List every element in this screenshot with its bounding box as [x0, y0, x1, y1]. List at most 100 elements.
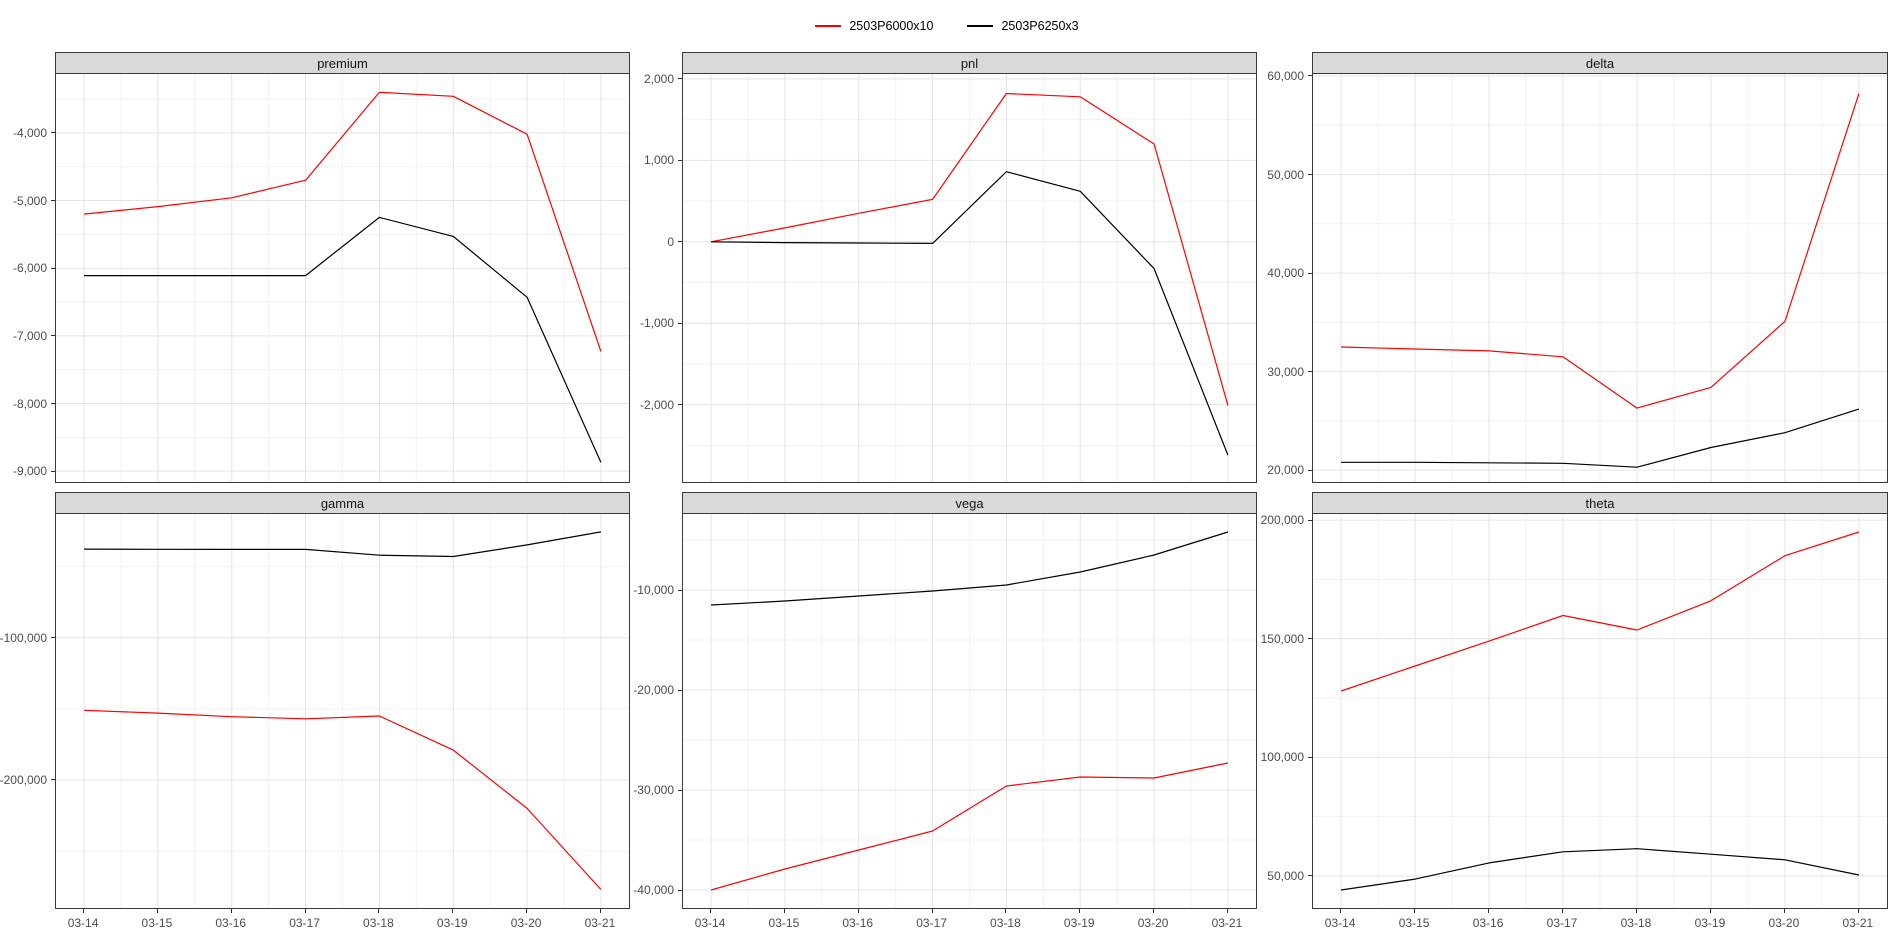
plot-panel-pnl [682, 73, 1257, 483]
x-tick-label: 03-16 [842, 916, 874, 930]
y-tick-label: -100,000 [0, 630, 47, 645]
x-axis-column-3: 03-14 03-15 03-16 03-17 03-18 03-19 03-20 03-21 [1312, 909, 1888, 939]
x-tick-mark [783, 909, 785, 913]
x-axis-column-1: 03-14 03-15 03-16 03-17 03-18 03-19 03-20 03-21 [55, 909, 630, 939]
x-tick-mark [156, 909, 158, 913]
x-tick-mark [1153, 909, 1155, 913]
legend-line-sample-red [815, 25, 842, 27]
facet-title: pnl [960, 55, 979, 71]
series-line-2503P6250x3 [84, 216, 602, 463]
x-tick-label: 03-16 [215, 916, 247, 930]
x-tick-label: 03-16 [1472, 916, 1504, 930]
x-tick-label: 03-19 [436, 916, 468, 930]
facet-gap [630, 483, 1257, 492]
x-tick-mark [599, 909, 601, 913]
y-tick-mark [51, 637, 55, 639]
y-tick-mark [678, 589, 682, 591]
y-tick-label: -40,000 [633, 883, 674, 897]
x-tick-mark [1709, 909, 1711, 913]
x-tick-label: 03-14 [1324, 916, 1356, 930]
y-axis-vega: -40,000 -30,000 -20,000 -10,000 [630, 514, 682, 909]
y-tick-label: -5,000 [12, 193, 47, 208]
series-line-2503P6250x3 [1341, 408, 1860, 468]
x-tick-mark [452, 909, 454, 913]
x-tick-mark [1635, 909, 1637, 913]
x-tick-mark [1783, 909, 1785, 913]
x-tick-label: 03-18 [363, 916, 394, 930]
facet-title: delta [1585, 55, 1615, 71]
plot-panel-vega [682, 513, 1257, 909]
x-tick-label: 03-17 [1546, 916, 1578, 930]
y-tick-mark [678, 241, 682, 243]
plot-panel-premium [55, 73, 630, 483]
y-tick-mark [1308, 756, 1312, 758]
x-tick-mark [83, 909, 85, 913]
x-tick-label: 03-21 [1842, 916, 1874, 930]
legend: 2503P6000x10 2503P6250x3 [0, 0, 1894, 52]
facet-strip-vega: vega [682, 492, 1257, 514]
facet-gap [1257, 483, 1888, 492]
plot-panel-theta [1312, 513, 1888, 909]
x-tick-label: 03-20 [1768, 916, 1800, 930]
y-tick-mark [51, 267, 55, 269]
y-tick-mark [678, 689, 682, 691]
y-tick-label: -7,000 [12, 328, 47, 343]
series-line-2503P6250x3 [711, 171, 1229, 456]
y-tick-label: 150,000 [1260, 631, 1304, 646]
y-tick-label: 60,000 [1267, 68, 1304, 83]
x-tick-mark [931, 909, 933, 913]
y-tick-label: 40,000 [1267, 266, 1304, 281]
x-tick-label: 03-15 [1398, 916, 1430, 930]
x-tick-label: 03-21 [1211, 916, 1243, 930]
facet-title: premium [317, 55, 368, 71]
y-tick-label: 50,000 [1267, 167, 1304, 182]
facet-title: vega [955, 495, 984, 511]
chart-canvas-pnl [683, 74, 1256, 482]
facet-strip-theta: theta [1312, 492, 1888, 514]
y-tick-label: 20,000 [1267, 463, 1304, 478]
facet-title: theta [1585, 495, 1615, 511]
y-tick-mark [1308, 75, 1312, 77]
y-tick-mark [1308, 519, 1312, 521]
x-tick-label: 03-21 [584, 916, 616, 930]
y-tick-label: -8,000 [12, 396, 47, 411]
series-line-2503P6250x3 [711, 531, 1229, 606]
y-axis-pnl: -2,000 -1,000 0 1,000 2,000 [630, 73, 682, 483]
legend-label: 2503P6000x10 [849, 19, 934, 33]
y-tick-mark [678, 404, 682, 406]
y-tick-mark [51, 335, 55, 337]
series-line-2503P6250x3 [84, 531, 602, 558]
x-tick-mark [1562, 909, 1564, 913]
series-line-2503P6000x10 [710, 92, 1229, 406]
x-tick-label: 03-15 [768, 916, 800, 930]
y-axis-premium: -9,000 -8,000 -7,000 -6,000 -5,000 -4,000 [0, 74, 55, 483]
y-tick-mark [1308, 272, 1312, 274]
y-tick-label: -200,000 [0, 772, 47, 787]
x-tick-mark [1857, 909, 1859, 913]
y-tick-mark [678, 322, 682, 324]
chart-canvas-premium [56, 74, 629, 482]
x-tick-mark [1488, 909, 1490, 913]
x-tick-mark [1079, 909, 1081, 913]
x-axis-column-2: 03-14 03-15 03-16 03-17 03-18 03-19 03-20 03-21 [682, 909, 1257, 939]
y-tick-mark [51, 132, 55, 134]
y-tick-label: -30,000 [633, 783, 674, 797]
x-tick-label: 03-20 [510, 916, 542, 930]
y-tick-mark [1308, 875, 1312, 877]
y-tick-mark [1308, 371, 1312, 373]
y-tick-label: -1,000 [639, 316, 674, 331]
y-axis-gamma: -200,000 -100,000 [0, 514, 55, 909]
x-tick-label: 03-20 [1137, 916, 1169, 930]
chart-canvas-delta [1313, 74, 1887, 482]
plot-panel-delta [1312, 73, 1888, 483]
facet-strip-premium: premium [55, 52, 630, 74]
y-tick-mark [678, 159, 682, 161]
facet-title: gamma [320, 495, 365, 511]
x-tick-mark [1340, 909, 1342, 913]
chart-canvas-gamma [56, 514, 629, 908]
x-tick-mark [230, 909, 232, 913]
x-tick-label: 03-14 [694, 916, 726, 930]
x-tick-mark [378, 909, 380, 913]
legend-item-2503P6000x10: 2503P6000x10 [815, 19, 933, 33]
